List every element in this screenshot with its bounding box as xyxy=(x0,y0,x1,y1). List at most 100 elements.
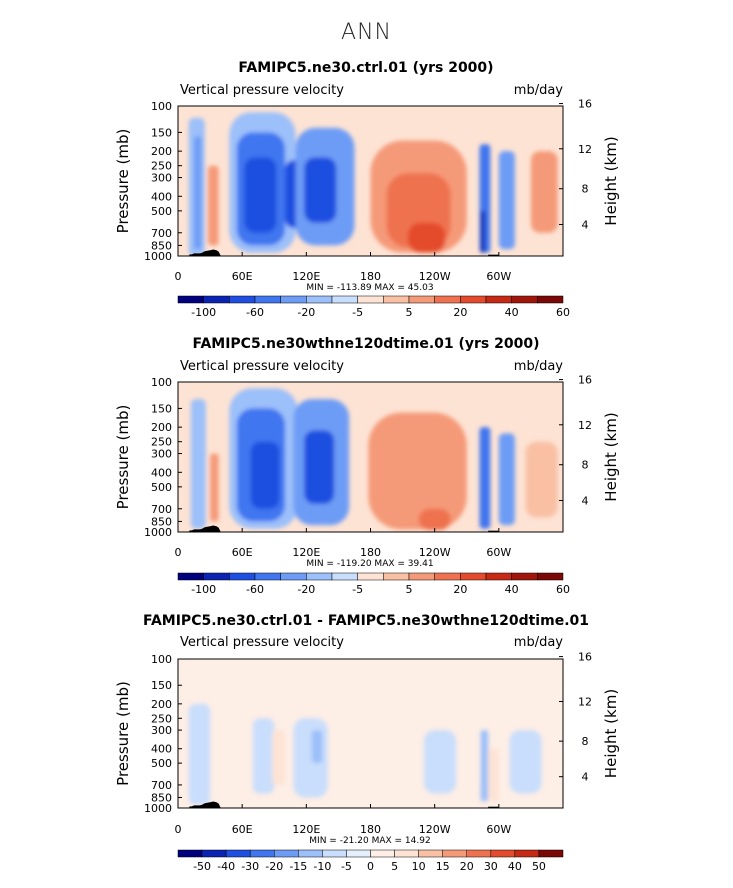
chart-panel-1: FAMIPC5.ne30wthne120dtime.01 (yrs 2000) V… xyxy=(114,336,620,596)
colorbar-swatch xyxy=(357,295,384,304)
y-tick-label: 300 xyxy=(151,448,172,461)
y-tick-label: 150 xyxy=(151,679,172,692)
plot-area xyxy=(178,106,563,256)
y-tick-label: 850 xyxy=(151,791,172,804)
colorbar-swatch xyxy=(490,849,516,858)
y2-axis-title: Height (km) xyxy=(602,412,620,501)
colorbar-label: -20 xyxy=(265,860,283,873)
colorbar-swatch xyxy=(306,295,333,304)
x-tick-label: 180 xyxy=(360,270,381,283)
y2-tick-label: 4 xyxy=(582,494,589,507)
field-contour xyxy=(418,508,451,531)
colorbar-swatch xyxy=(201,849,227,858)
colorbar: -50 -40 -30 -20 -15 -10 -5 0 5 10 15 20 30 40 50 xyxy=(177,849,564,873)
colorbar-swatch xyxy=(229,295,256,304)
colorbar-label: -15 xyxy=(289,860,307,873)
y2-tick-label: 8 xyxy=(582,183,589,196)
x-tick-label: 0 xyxy=(175,823,182,836)
x-tick-label: 60W xyxy=(486,270,511,283)
panel-title: FAMIPC5.ne30wthne120dtime.01 (yrs 2000) xyxy=(192,336,539,352)
field-contour xyxy=(252,718,275,794)
field-contour xyxy=(190,399,206,529)
colorbar-label: 60 xyxy=(556,583,570,596)
colorbar-swatch xyxy=(177,295,204,304)
min-max-stats: MIN = -119.20 MAX = 39.41 xyxy=(306,559,433,569)
y2-axis-title: Height (km) xyxy=(602,689,620,778)
x-tick-label: 60E xyxy=(232,270,253,283)
colorbar-label: 40 xyxy=(505,306,519,319)
y2-tick-label: 16 xyxy=(578,651,592,664)
field-contour xyxy=(480,210,485,253)
colorbar-label: 40 xyxy=(505,583,519,596)
colorbar-label: 5 xyxy=(406,583,413,596)
topography xyxy=(488,254,499,256)
colorbar-swatch xyxy=(280,572,307,581)
y-tick-label: 1000 xyxy=(144,526,172,539)
colorbar-label: 20 xyxy=(453,583,467,596)
x-tick-label: 0 xyxy=(175,546,182,559)
chart-panel-0: FAMIPC5.ne30.ctrl.01 (yrs 2000) Vertical … xyxy=(114,60,620,319)
figure-title: ANN xyxy=(341,20,392,45)
colorbar-swatch xyxy=(537,295,564,304)
panel-title: FAMIPC5.ne30.ctrl.01 - FAMIPC5.ne30wthne… xyxy=(143,613,589,629)
colorbar-label: -20 xyxy=(297,583,315,596)
y-tick-label: 250 xyxy=(151,160,172,173)
panel-units: mb/day xyxy=(514,359,564,374)
colorbar-label: 10 xyxy=(412,860,426,873)
colorbar-swatch xyxy=(249,849,275,858)
colorbar-swatch xyxy=(418,849,443,858)
y-axis-title: Pressure (mb) xyxy=(114,405,132,510)
plot-area xyxy=(178,382,563,532)
colorbar-label: -5 xyxy=(341,860,352,873)
topography xyxy=(188,801,221,808)
colorbar-swatch xyxy=(514,849,540,858)
field-contour xyxy=(480,730,489,802)
panel-subtitle: Vertical pressure velocity xyxy=(180,83,344,98)
y-tick-label: 150 xyxy=(151,126,172,139)
y-tick-label: 250 xyxy=(151,712,172,725)
field-contour xyxy=(479,427,491,529)
x-tick-label: 0 xyxy=(175,270,182,283)
y-tick-label: 250 xyxy=(151,436,172,449)
x-tick-label: 60E xyxy=(232,823,253,836)
field-contour xyxy=(250,441,280,509)
x-tick-label: 60W xyxy=(486,823,511,836)
colorbar-swatch xyxy=(274,849,299,858)
colorbar-swatch xyxy=(357,572,384,581)
y-tick-label: 1000 xyxy=(144,802,172,815)
colorbar-label: -5 xyxy=(352,306,363,319)
y-tick-label: 200 xyxy=(151,421,172,434)
field-contour xyxy=(488,748,499,802)
colorbar-label: 5 xyxy=(406,306,413,319)
y-tick-label: 850 xyxy=(151,239,172,252)
field-contour xyxy=(530,151,558,233)
y-axis-title: Pressure (mb) xyxy=(114,681,132,786)
field-contour xyxy=(359,697,403,802)
colorbar-swatch xyxy=(466,849,492,858)
colorbar-label: -30 xyxy=(241,860,259,873)
colorbar-label: -60 xyxy=(246,583,264,596)
colorbar-label: 0 xyxy=(367,860,374,873)
y-tick-label: 300 xyxy=(151,172,172,185)
y-tick-label: 100 xyxy=(151,653,172,666)
y2-axis-title: Height (km) xyxy=(602,136,620,225)
x-tick-label: 180 xyxy=(360,823,381,836)
colorbar-swatch xyxy=(538,849,564,858)
colorbar-swatch xyxy=(306,572,333,581)
y-tick-label: 700 xyxy=(151,779,172,792)
colorbar-label: 60 xyxy=(556,306,570,319)
colorbar-swatch xyxy=(442,849,467,858)
colorbar-swatch xyxy=(408,295,435,304)
colorbar-swatch xyxy=(280,295,307,304)
topography xyxy=(188,525,221,532)
field-contour xyxy=(311,730,323,764)
colorbar-label: 40 xyxy=(508,860,522,873)
colorbar-label: 50 xyxy=(532,860,546,873)
y-tick-label: 150 xyxy=(151,402,172,415)
y-tick-label: 400 xyxy=(151,743,172,756)
colorbar: -100 -60 -20 -5 5 20 40 60 xyxy=(177,295,570,319)
field-contour xyxy=(194,136,202,250)
y-tick-label: 100 xyxy=(151,100,172,113)
colorbar-swatch xyxy=(511,572,538,581)
